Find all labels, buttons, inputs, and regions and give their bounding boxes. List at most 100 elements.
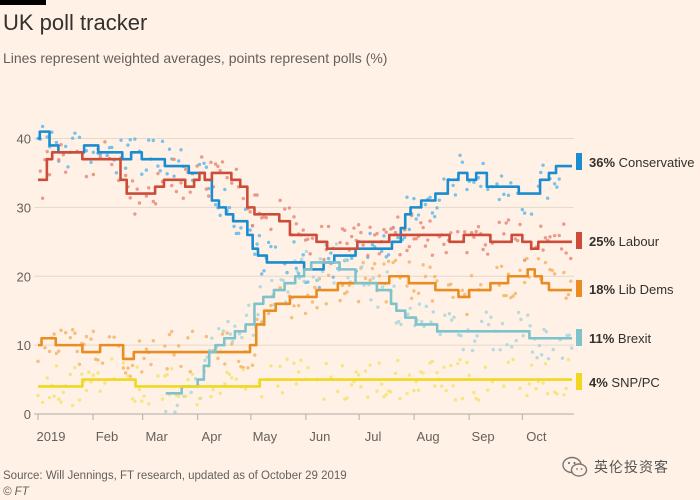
poll-dot-Labour [216,164,220,168]
poll-dot-SNP/PC [47,395,52,400]
poll-dot-Brexit [385,270,389,274]
poll-dot-Brexit [247,303,251,307]
poll-dot-SNP/PC [363,369,368,373]
poll-dot-SNP/PC [170,367,174,371]
poll-dot-Labour [123,173,128,178]
poll-dot-Conservative [379,249,384,254]
poll-dot-Labour [234,167,239,171]
poll-dot-SNP/PC [486,388,490,392]
poll-dot-Brexit [343,258,348,262]
poll-dot-Lib Dems [377,274,382,278]
poll-dot-Conservative [239,226,243,230]
poll-dot-Labour [502,232,506,236]
poll-dot-SNP/PC [456,361,460,366]
poll-dot-Lib Dems [382,262,386,266]
poll-dot-Brexit [514,338,518,343]
legend-label-Conservative: 36% Conservative [589,155,695,170]
poll-dot-Labour [220,160,225,164]
poll-dot-SNP/PC [430,359,435,364]
poll-dot-Conservative [541,163,545,167]
poll-dot-Labour [57,157,61,162]
poll-dot-SNP/PC [147,402,151,406]
average-line-Conservative [38,130,572,271]
poll-dot-Lib Dems [250,363,255,367]
poll-dot-SNP/PC [322,397,326,401]
poll-dot-SNP/PC [421,371,425,375]
poll-dot-Labour [294,222,299,226]
poll-dot-SNP/PC [121,361,126,365]
poll-dot-Conservative [273,245,278,249]
poll-dot-Labour [518,222,522,227]
poll-dot-SNP/PC [126,373,130,378]
poll-dot-Brexit [542,327,546,332]
poll-dot-Labour [543,236,548,240]
watermark-text: 英伦投资客 [594,459,669,475]
poll-dot-SNP/PC [140,399,144,403]
poll-dot-Labour [407,244,412,249]
poll-dot-SNP/PC [393,371,398,376]
poll-dots [36,124,574,414]
poll-dot-Conservative [128,138,132,142]
poll-dot-Lib Dems [172,353,176,357]
poll-dot-Labour [292,215,296,219]
poll-dot-Lib Dems [416,291,421,295]
poll-dot-Brexit [486,323,491,327]
poll-dot-Conservative [329,251,333,255]
poll-dot-SNP/PC [324,361,328,366]
poll-dot-Labour [426,238,430,242]
chart-subtitle: Lines represent weighted averages, point… [3,50,388,66]
poll-dot-Brexit [546,357,551,361]
poll-dot-Brexit [489,315,493,319]
poll-dot-Labour [172,157,176,162]
poll-dot-Conservative [407,227,412,232]
poll-dot-Conservative [269,244,273,249]
poll-dot-Conservative [370,242,375,247]
poll-dot-Conservative [50,130,54,134]
poll-dot-Conservative [552,182,557,186]
poll-dot-Lib Dems [543,260,548,265]
poll-dot-Lib Dems [75,349,79,354]
poll-dot-SNP/PC [432,384,437,388]
poll-dot-Lib Dems [469,274,474,278]
poll-dot-Lib Dems [36,359,40,364]
poll-dot-Conservative [499,174,504,178]
poll-dot-Brexit [431,310,435,314]
poll-dot-Lib Dems [386,259,391,264]
poll-dot-Labour [562,222,566,226]
poll-dot-Lib Dems [460,288,465,293]
average-line-SNP/PC [38,378,572,388]
poll-dot-Conservative [476,176,481,180]
average-lines [38,130,572,395]
poll-dot-Conservative [158,169,162,173]
poll-dot-Labour [398,252,402,257]
poll-dot-Brexit [334,242,339,246]
poll-dot-Lib Dems [449,282,453,286]
poll-dot-Labour [469,230,474,235]
poll-dot-Labour [241,196,245,201]
poll-dot-Conservative [405,195,409,199]
poll-dot-Conservative [66,165,70,169]
poll-dot-Lib Dems [513,291,518,296]
poll-dot-Conservative [386,253,391,257]
poll-dot-Lib Dems [347,283,352,287]
poll-dot-SNP/PC [545,391,550,396]
poll-dot-Conservative [202,161,206,165]
poll-dot-SNP/PC [223,382,227,386]
poll-dot-Lib Dems [186,336,190,340]
poll-dot-Lib Dems [91,329,96,334]
poll-dot-Conservative [176,159,181,163]
x-tick-label-Apr: Apr [202,429,223,444]
poll-dot-Brexit [516,310,521,315]
poll-dot-SNP/PC [356,373,361,377]
poll-dot-Labour [366,253,370,258]
poll-dot-Brexit [500,321,505,326]
poll-dot-Lib Dems [495,265,499,270]
poll-dot-Lib Dems [151,339,156,343]
poll-dot-SNP/PC [57,397,61,401]
poll-dot-SNP/PC [382,395,386,399]
poll-dot-Lib Dems [236,359,241,364]
poll-dot-Brexit [459,334,463,338]
poll-dot-Lib Dems [462,292,467,297]
poll-dot-Brexit [551,347,555,352]
